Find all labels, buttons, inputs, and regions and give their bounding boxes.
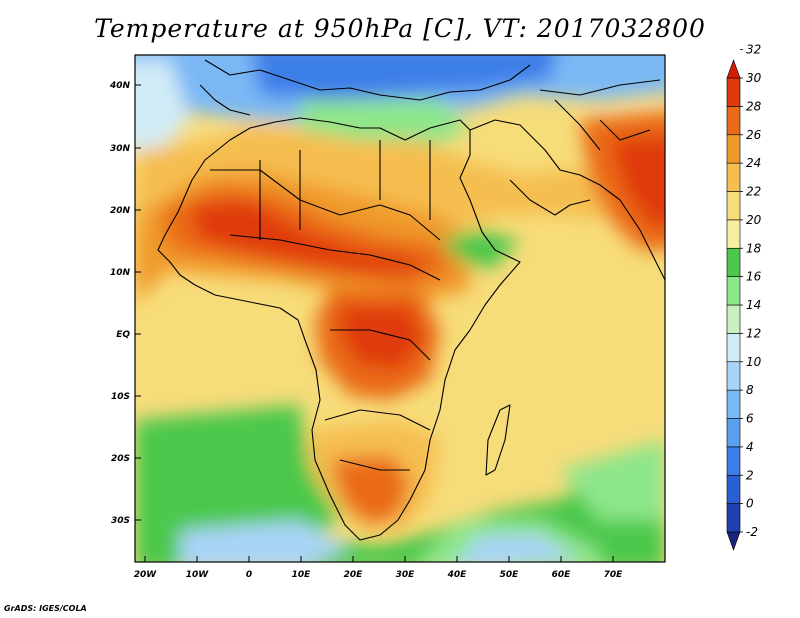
- colorbar-swatch: [726, 304, 741, 334]
- colorbar-swatch: [726, 219, 741, 249]
- temperature-field: [135, 55, 665, 562]
- colorbar-label: -2: [746, 525, 758, 539]
- colorbar-swatch: [726, 106, 741, 136]
- colorbar-swatch: [726, 276, 741, 306]
- lat-label: EQ: [116, 330, 130, 340]
- colorbar-label: 28: [746, 99, 762, 113]
- colorbar-label: 24: [746, 156, 761, 170]
- colorbar-label: 12: [746, 326, 761, 340]
- colorbar-label: 10: [746, 355, 762, 369]
- colorbar-label: 32: [746, 43, 761, 57]
- lon-label: 20E: [344, 570, 364, 580]
- colorbar-label: 18: [746, 241, 762, 255]
- colorbar-label: 6: [746, 412, 754, 426]
- colorbar-swatch: [726, 333, 741, 363]
- colorbar-swatch: [726, 134, 741, 164]
- colorbar-label: 8: [746, 383, 754, 397]
- latitude-labels: 40N 30N 20N 10N EQ 10S 20S 30S: [109, 81, 131, 526]
- lon-label: 40E: [447, 570, 468, 580]
- colorbar-label: 0: [746, 497, 754, 511]
- colorbar-label: 2: [746, 468, 754, 482]
- lon-label: 0: [246, 570, 252, 580]
- colorbar-swatch: [726, 59, 741, 79]
- lon-label: 60E: [552, 570, 572, 580]
- colorbar-swatch: [726, 531, 741, 551]
- colorbar-label: 16: [746, 270, 762, 284]
- lon-label: 30E: [396, 570, 416, 580]
- lon-label: 10W: [186, 570, 210, 580]
- colorbar-swatch: [726, 77, 741, 107]
- coastlines: [157, 59, 665, 541]
- lat-label: 10N: [110, 268, 131, 278]
- colorbar-label: 22: [746, 185, 761, 199]
- colorbar-swatch: [726, 361, 741, 391]
- colorbar-swatch: [726, 474, 741, 504]
- lat-label: 30N: [110, 144, 131, 154]
- lat-label: 10S: [111, 392, 130, 402]
- colorbar-label: 30: [746, 71, 762, 85]
- colorbar-swatch: [726, 247, 741, 277]
- map-frame: [134, 54, 666, 563]
- lat-label: 20N: [110, 206, 131, 216]
- longitude-labels: 20W 10W 0 10E 20E 30E 40E 50E 60E 70E: [134, 570, 623, 580]
- colorbar-label: 26: [746, 128, 762, 142]
- lat-label: 20S: [111, 454, 130, 464]
- map-title: Temperature at 950hPa [C], VT: 201703280…: [94, 14, 706, 43]
- lat-label: 30S: [111, 516, 130, 526]
- colorbar-swatch: [726, 162, 741, 192]
- colorbar-swatch: [726, 191, 741, 221]
- colorbar-label: 4: [746, 440, 754, 454]
- colorbar-label: 20: [746, 213, 762, 227]
- lon-label: 70E: [604, 570, 624, 580]
- latitude-axis: [135, 84, 141, 521]
- colorbar-swatch: [726, 446, 741, 476]
- lat-label: 40N: [109, 81, 131, 91]
- lon-label: 50E: [500, 570, 520, 580]
- colorbar-swatch: [726, 503, 741, 533]
- colorbar-swatch: [726, 418, 741, 448]
- lon-label: 10E: [292, 570, 312, 580]
- lon-label: 20W: [134, 570, 158, 580]
- credit-text: GrADS: IGES/COLA: [4, 604, 87, 613]
- longitude-axis: [144, 556, 614, 562]
- colorbar-swatch: [726, 389, 741, 419]
- colorbar-label: 14: [746, 298, 761, 312]
